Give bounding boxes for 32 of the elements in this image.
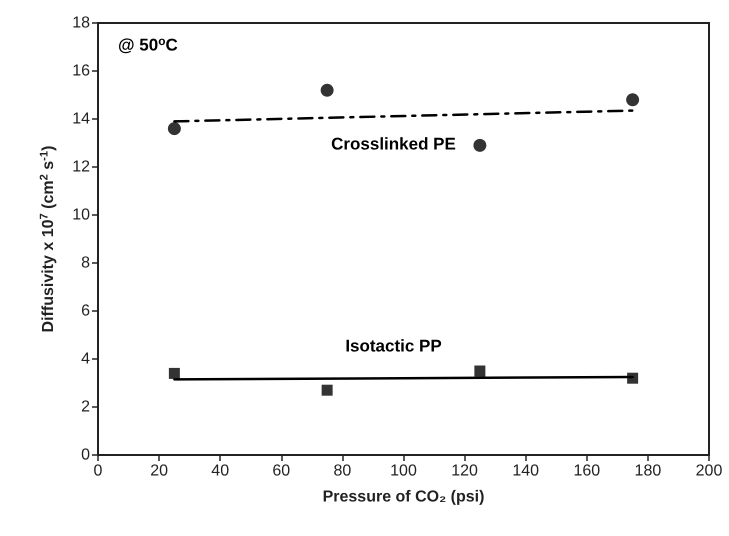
x-tick-label: 140 <box>512 462 540 480</box>
y-tick-label: 18 <box>72 14 90 32</box>
y-axis-title: Diffusivity x 107 (cm2 s-1) <box>38 146 57 332</box>
series-label: Isotactic PP <box>345 336 442 356</box>
x-tick-label: 160 <box>573 462 600 480</box>
point <box>473 138 486 152</box>
point <box>168 368 180 379</box>
y-tick-label: 0 <box>81 446 90 464</box>
point <box>626 93 640 106</box>
x-tick-label: 80 <box>334 462 352 480</box>
x-tick-label: 40 <box>211 462 230 480</box>
y-tick-label: 6 <box>81 302 90 320</box>
y-tick-label: 10 <box>72 206 90 224</box>
x-tick-label: 200 <box>696 462 722 480</box>
y-tick-label: 16 <box>72 62 90 80</box>
x-tick-label: 120 <box>451 462 478 480</box>
point <box>320 84 334 97</box>
y-tick-label: 8 <box>81 254 90 272</box>
y-tick-label: 12 <box>72 158 90 176</box>
x-tick-label: 60 <box>272 462 290 480</box>
x-tick-label: 20 <box>150 462 168 480</box>
series-label: Crosslinked PE <box>331 134 456 154</box>
x-tick-label: 100 <box>390 462 417 480</box>
x-axis-title: Pressure of CO₂ (psi) <box>322 488 484 506</box>
point <box>322 384 333 396</box>
point <box>168 122 181 136</box>
x-tick-label: 180 <box>634 462 662 480</box>
y-tick-label: 4 <box>81 350 90 368</box>
y-tick-label: 14 <box>72 110 90 128</box>
point <box>474 366 486 376</box>
y-tick-label: 2 <box>81 398 90 416</box>
x-tick-label: 0 <box>94 462 103 480</box>
